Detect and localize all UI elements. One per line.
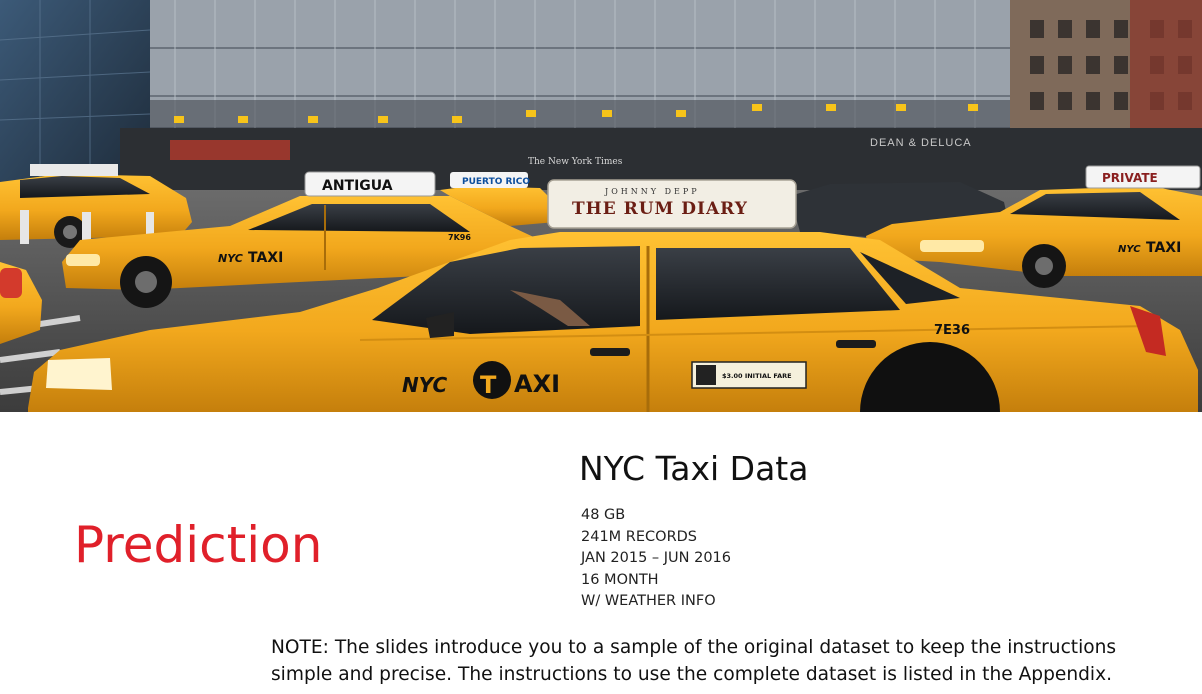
taxi-main: NYC T AXI $3.00 INITIAL FARE 7E36 JOHNNY… [28,179,1198,412]
fare-sticker: $3.00 INITIAL FARE [722,372,792,380]
newspaper-sign: The New York Times [528,157,623,167]
taxi-logo-word-right: TAXI [1146,240,1181,256]
prediction-heading: Prediction [74,516,323,574]
fact-duration: 16 MONTH [581,571,659,588]
medallion-main: 7E36 [934,323,970,338]
rum-diary-top-line: JOHNNY DEPP [604,187,700,196]
medallion-left: 7K96 [448,233,471,242]
fact-records: 241M RECORDS [581,528,698,545]
taxi-logo-prefix-small: NYC [218,252,243,265]
store-sign: DEAN & DELUCA [870,137,972,149]
fact-date-range: JAN 2015 – JUN 2016 [581,550,732,566]
puerto-rico-roof-sign: PUERTO RICO [462,177,530,187]
taxi-street-illustration: The New York Times DEAN & DELUCA [0,0,1202,412]
taxi-antigua: ANTIGUA NYC TAXI 7K96 [62,171,540,308]
right-roof-sign: PRIVATE [1102,171,1158,185]
dataset-title: NYC Taxi Data [579,449,809,488]
taxi-logo-word-small: TAXI [248,250,283,266]
taxi-right: PRIVATE NYC TAXI [866,165,1202,288]
dataset-note: NOTE: The slides introduce you to a samp… [271,637,1117,685]
taxi-far-left [0,164,192,248]
antigua-roof-sign: ANTIGUA [322,178,393,194]
taxi-puerto-rico: PUERTO RICO [440,172,556,226]
fact-weather: W/ WEATHER INFO [581,593,716,609]
taxi-logo-prefix: NYC [402,373,448,397]
rum-diary-roof-sign: THE RUM DIARY [572,199,748,219]
taxi-logo-prefix-right: NYC [1118,244,1141,255]
svg-text:T: T [480,371,497,399]
dataset-facts-list: 48 GB 241M RECORDS JAN 2015 – JUN 2016 1… [581,505,731,613]
fact-size: 48 GB [581,507,626,523]
nyc-taxi-photo: The New York Times DEAN & DELUCA [0,0,1202,412]
svg-text:AXI: AXI [514,370,560,398]
